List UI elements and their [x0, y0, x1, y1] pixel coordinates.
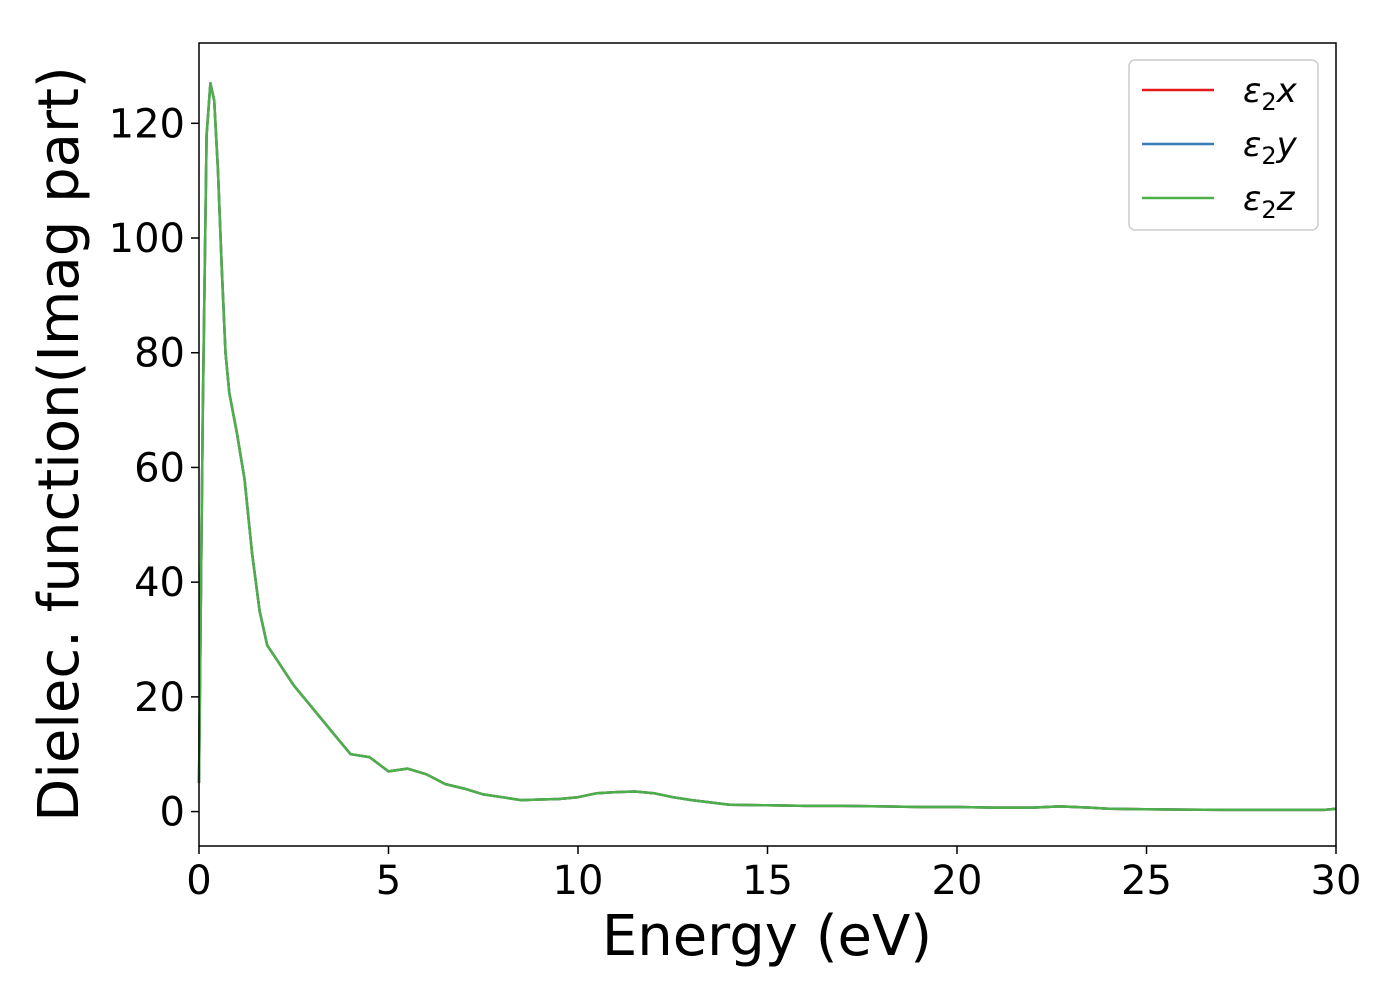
x-tick-label: 10	[553, 858, 604, 904]
x-tick-label: 25	[1121, 858, 1172, 904]
x-tick-label: 0	[186, 858, 211, 904]
legend-label-z: ε2z	[1243, 179, 1296, 224]
legend-label-x: ε2x	[1243, 71, 1298, 116]
y-axis-label: Dielec. function(Imag part)	[27, 66, 92, 822]
y-tick-label: 40	[134, 560, 185, 606]
legend-subscript: 2	[1261, 142, 1276, 170]
legend-symbol: ε	[1243, 125, 1261, 165]
legend-subscript: 2	[1261, 88, 1276, 116]
y-tick-label: 60	[134, 445, 185, 491]
y-tick-label: 80	[134, 331, 185, 377]
legend-subscript: 2	[1261, 196, 1276, 224]
y-tick-label: 100	[109, 216, 185, 262]
y-tick-label: 20	[134, 675, 185, 721]
y-tick-label: 0	[160, 790, 185, 836]
y-axis: 0 20 40 60 80 100 120	[109, 101, 199, 836]
series-layer	[197, 81, 1337, 812]
x-tick-label: 20	[932, 858, 983, 904]
x-axis: 0 5 10 15 20 25 30	[186, 846, 1361, 904]
x-tick-label: 5	[376, 858, 401, 904]
legend-label-y: ε2y	[1243, 125, 1298, 170]
legend-symbol: ε	[1243, 71, 1261, 111]
x-tick-label: 15	[742, 858, 793, 904]
x-axis-label: Energy (eV)	[602, 904, 932, 969]
x-tick-label: 30	[1311, 858, 1362, 904]
legend-variable: z	[1276, 179, 1296, 219]
legend-variable: x	[1276, 71, 1298, 111]
y-tick-label: 120	[109, 101, 185, 147]
legend-symbol: ε	[1243, 179, 1261, 219]
legend-box	[1128, 59, 1319, 231]
series-line-z	[197, 81, 1337, 812]
legend-variable: y	[1276, 125, 1298, 165]
